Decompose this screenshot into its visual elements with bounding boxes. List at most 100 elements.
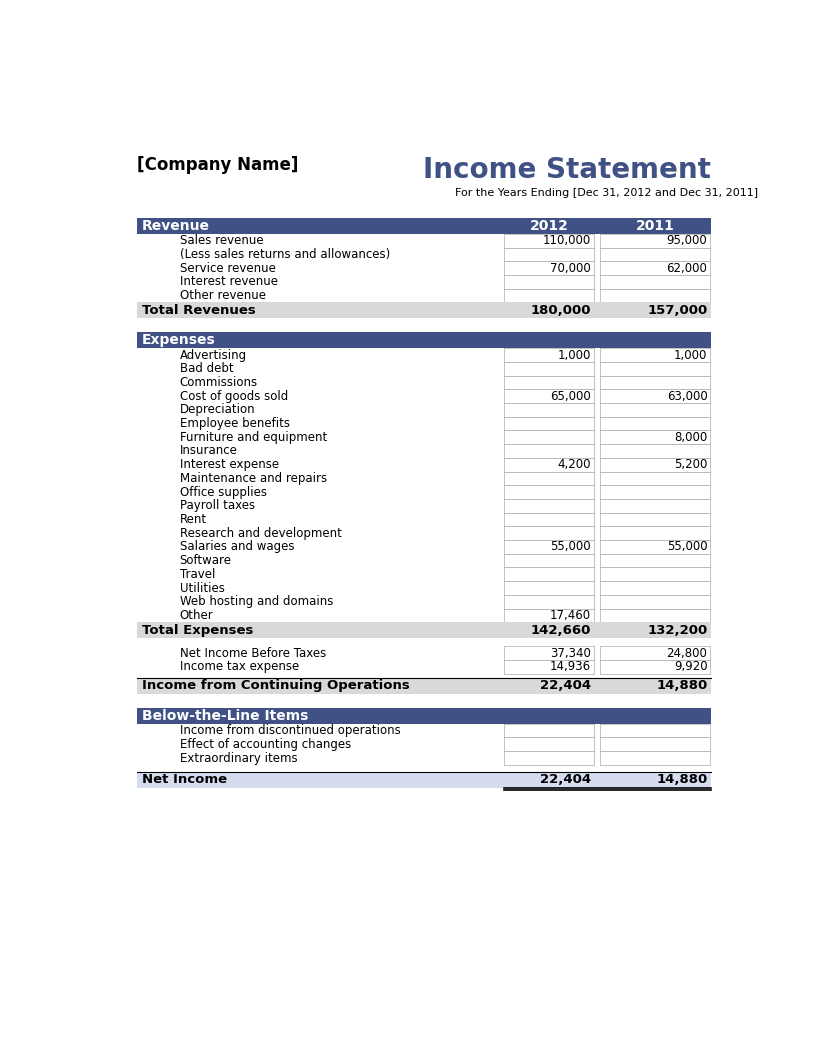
Text: 5,200: 5,200	[674, 458, 708, 471]
Text: 55,000: 55,000	[667, 540, 708, 554]
Bar	[503, 724, 594, 738]
Bar	[137, 623, 711, 638]
Bar	[600, 275, 711, 289]
Bar	[600, 752, 711, 765]
Text: 1,000: 1,000	[674, 349, 708, 361]
Bar	[600, 361, 711, 375]
Bar	[600, 416, 711, 430]
Text: For the Years Ending [Dec 31, 2012 and Dec 31, 2011]: For the Years Ending [Dec 31, 2012 and D…	[455, 188, 759, 199]
Text: Other revenue: Other revenue	[180, 289, 266, 302]
Text: 95,000: 95,000	[667, 235, 708, 247]
Text: Payroll taxes: Payroll taxes	[180, 499, 255, 513]
Bar	[600, 289, 711, 302]
Bar	[600, 247, 711, 261]
Text: Net Income Before Taxes: Net Income Before Taxes	[180, 647, 326, 660]
Bar	[503, 261, 594, 275]
Bar	[600, 554, 711, 568]
Bar	[503, 485, 594, 499]
Bar	[503, 389, 594, 403]
Text: Sales revenue: Sales revenue	[180, 235, 263, 247]
Text: Advertising: Advertising	[180, 349, 247, 361]
Bar	[137, 678, 711, 693]
Bar	[503, 403, 594, 416]
Text: Expenses: Expenses	[141, 333, 216, 347]
Text: 132,200: 132,200	[647, 624, 708, 636]
Text: 9,920: 9,920	[674, 661, 708, 673]
Text: 2011: 2011	[636, 219, 675, 233]
Bar	[137, 218, 711, 234]
Text: 8,000: 8,000	[674, 431, 708, 444]
Bar	[600, 738, 711, 752]
Bar	[137, 302, 711, 318]
Bar	[600, 458, 711, 471]
Bar	[600, 444, 711, 458]
Bar	[503, 471, 594, 485]
Text: Salaries and wages: Salaries and wages	[180, 540, 294, 554]
Bar	[503, 444, 594, 458]
Text: Other: Other	[180, 609, 213, 622]
Bar	[600, 348, 711, 361]
Text: 14,880: 14,880	[656, 680, 708, 692]
Bar	[600, 234, 711, 247]
Text: 4,200: 4,200	[558, 458, 592, 471]
Bar	[600, 389, 711, 403]
Text: Total Revenues: Total Revenues	[141, 303, 256, 317]
Bar	[600, 595, 711, 609]
Text: (Less sales returns and allowances): (Less sales returns and allowances)	[180, 248, 390, 261]
Text: 110,000: 110,000	[543, 235, 592, 247]
Bar	[600, 403, 711, 416]
Text: Insurance: Insurance	[180, 445, 238, 458]
Text: [Company Name]: [Company Name]	[137, 156, 298, 174]
Bar	[503, 275, 594, 289]
Text: 63,000: 63,000	[667, 390, 708, 403]
Text: Furniture and equipment: Furniture and equipment	[180, 431, 327, 444]
Text: Bad debt: Bad debt	[180, 363, 233, 375]
Text: 22,404: 22,404	[540, 680, 592, 692]
Text: Interest revenue: Interest revenue	[180, 275, 278, 289]
Text: Maintenance and repairs: Maintenance and repairs	[180, 471, 327, 485]
Bar	[600, 660, 711, 673]
Bar	[503, 499, 594, 513]
Text: Employee benefits: Employee benefits	[180, 418, 289, 430]
Bar	[600, 568, 711, 581]
Text: Net Income: Net Income	[141, 773, 227, 786]
Text: Interest expense: Interest expense	[180, 458, 279, 471]
Bar	[503, 361, 594, 375]
Bar	[503, 540, 594, 554]
Bar	[600, 513, 711, 526]
Bar	[503, 554, 594, 568]
Bar	[503, 247, 594, 261]
Bar	[503, 609, 594, 623]
Text: Web hosting and domains: Web hosting and domains	[180, 595, 333, 608]
Bar	[600, 499, 711, 513]
Bar	[600, 647, 711, 660]
Text: Below-the-Line Items: Below-the-Line Items	[141, 708, 308, 723]
Bar	[600, 261, 711, 275]
Text: Total Expenses: Total Expenses	[141, 624, 253, 636]
Text: 142,660: 142,660	[531, 624, 592, 636]
Bar	[503, 416, 594, 430]
Text: 70,000: 70,000	[551, 262, 592, 275]
Text: 157,000: 157,000	[647, 303, 708, 317]
Bar	[600, 581, 711, 595]
Bar	[503, 752, 594, 765]
Text: 37,340: 37,340	[551, 647, 592, 660]
Text: 17,460: 17,460	[550, 609, 592, 622]
Text: Commissions: Commissions	[180, 376, 257, 389]
Text: 2012: 2012	[529, 219, 569, 233]
Text: 180,000: 180,000	[531, 303, 592, 317]
Text: 65,000: 65,000	[551, 390, 592, 403]
Bar	[503, 647, 594, 660]
Bar	[137, 332, 711, 348]
Text: Travel: Travel	[180, 568, 215, 581]
Text: Income from Continuing Operations: Income from Continuing Operations	[141, 680, 409, 692]
Text: Office supplies: Office supplies	[180, 485, 266, 499]
Text: 14,936: 14,936	[550, 661, 592, 673]
Bar	[503, 660, 594, 673]
Bar	[503, 513, 594, 526]
Text: 62,000: 62,000	[667, 262, 708, 275]
Bar	[503, 348, 594, 361]
Bar	[503, 738, 594, 752]
Bar	[600, 526, 711, 540]
Text: Extraordinary items: Extraordinary items	[180, 752, 297, 764]
